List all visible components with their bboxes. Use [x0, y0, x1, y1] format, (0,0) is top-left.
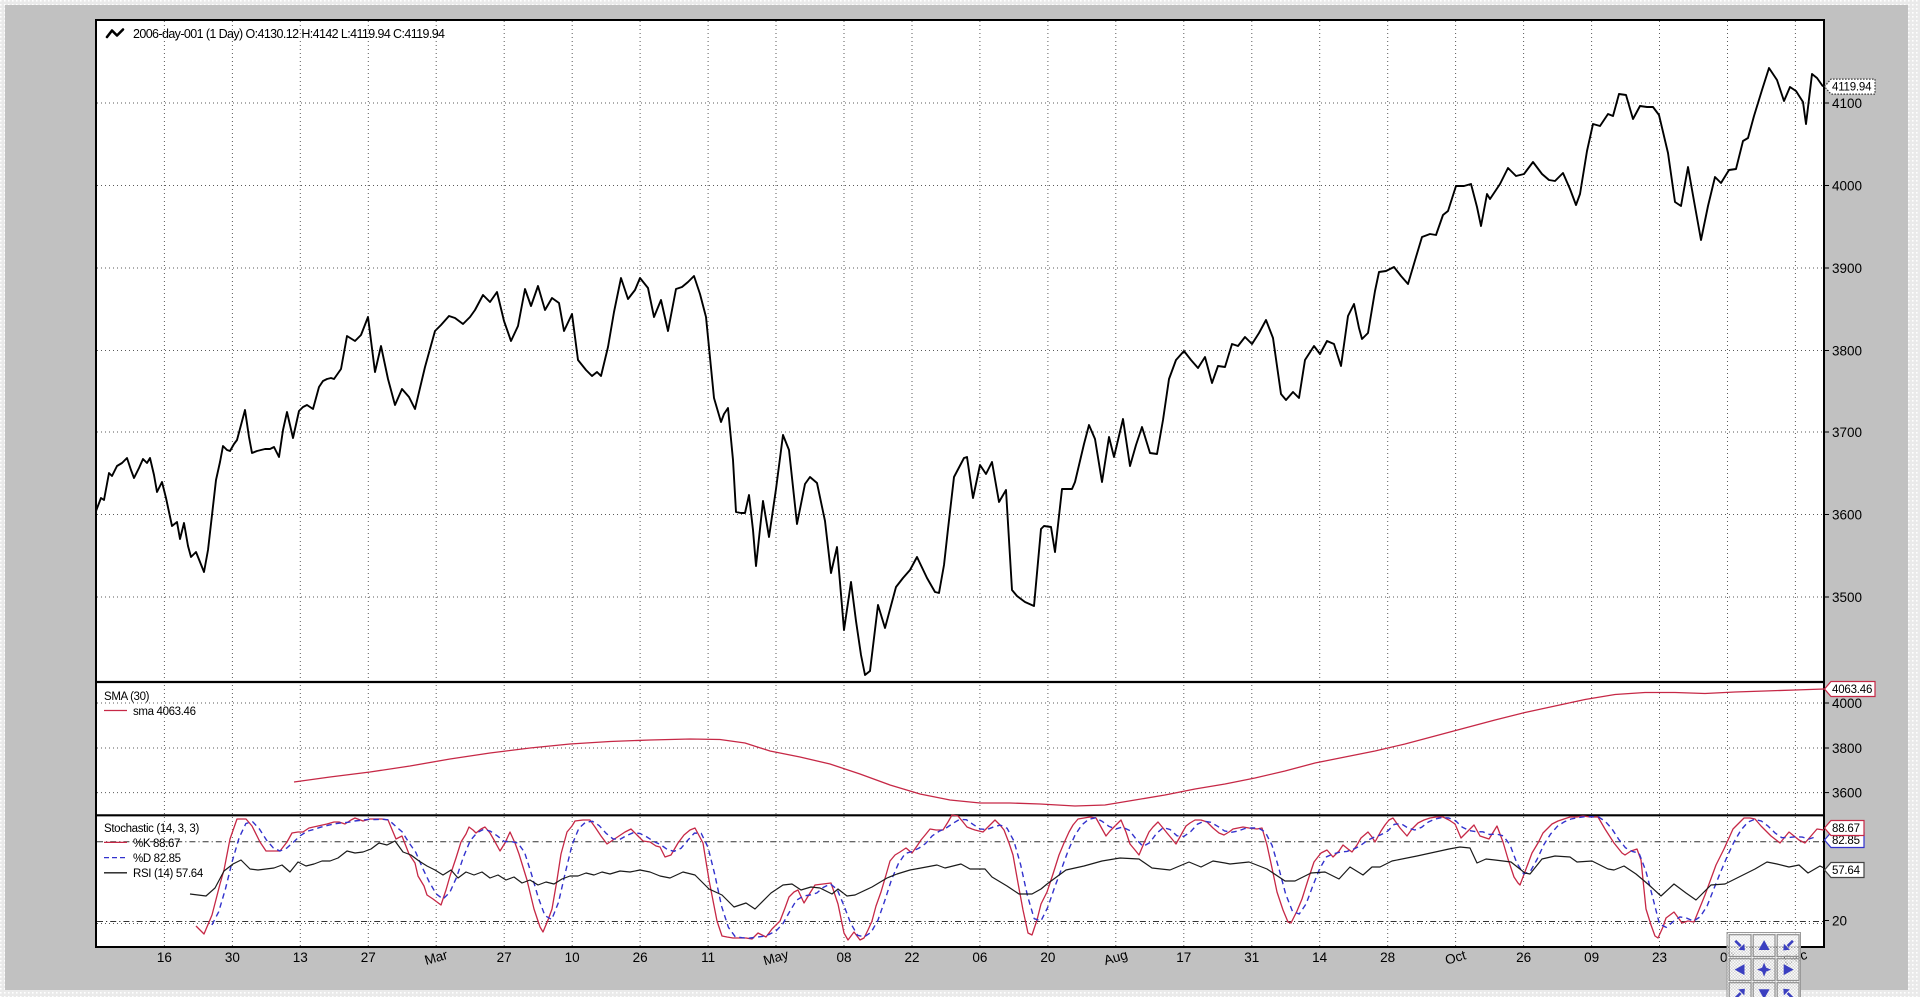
- svg-text:09: 09: [1584, 950, 1599, 965]
- svg-text:82.85: 82.85: [1832, 835, 1860, 847]
- svg-text:3800: 3800: [1832, 741, 1862, 756]
- svg-text:4000: 4000: [1832, 179, 1862, 194]
- svg-text:31: 31: [1244, 950, 1259, 965]
- svg-text:26: 26: [1516, 950, 1531, 965]
- svg-text:3700: 3700: [1832, 425, 1862, 440]
- svg-text:27: 27: [361, 950, 376, 965]
- svg-text:16: 16: [157, 950, 172, 965]
- svg-text:2006-day-001 (1 Day) O:4130.12: 2006-day-001 (1 Day) O:4130.12 H:4142 L:…: [133, 27, 445, 41]
- svg-text:4100: 4100: [1832, 96, 1862, 111]
- svg-text:28: 28: [1380, 950, 1395, 965]
- svg-text:88.67: 88.67: [1832, 823, 1860, 835]
- svg-text:sma 4063.46: sma 4063.46: [133, 706, 196, 718]
- svg-text:3600: 3600: [1832, 786, 1862, 801]
- svg-text:57.64: 57.64: [1832, 865, 1861, 877]
- svg-text:SMA (30): SMA (30): [104, 691, 150, 703]
- svg-text:3600: 3600: [1832, 508, 1862, 523]
- svg-text:26: 26: [633, 950, 648, 965]
- svg-text:17: 17: [1176, 950, 1191, 965]
- svg-text:10: 10: [565, 950, 580, 965]
- svg-text:Stochastic (14, 3, 3): Stochastic (14, 3, 3): [104, 823, 199, 835]
- svg-text:08: 08: [836, 950, 851, 965]
- svg-text:14: 14: [1312, 950, 1328, 965]
- svg-text:Aug: Aug: [1102, 947, 1129, 968]
- svg-text:4063.46: 4063.46: [1832, 684, 1872, 696]
- svg-text:%D 82.85: %D 82.85: [133, 853, 181, 865]
- svg-text:11: 11: [701, 950, 715, 965]
- svg-text:3500: 3500: [1832, 590, 1862, 605]
- svg-text:30: 30: [225, 950, 240, 965]
- svg-text:May: May: [762, 947, 791, 969]
- svg-text:RSI (14) 57.64: RSI (14) 57.64: [133, 868, 204, 880]
- svg-text:22: 22: [904, 950, 919, 965]
- svg-text:27: 27: [497, 950, 512, 965]
- svg-text:20: 20: [1040, 950, 1055, 965]
- svg-text:Oct: Oct: [1443, 947, 1468, 967]
- svg-text:20: 20: [1832, 914, 1847, 929]
- svg-text:4000: 4000: [1832, 696, 1862, 711]
- svg-text:%K 88.67: %K 88.67: [133, 838, 180, 850]
- svg-text:Mar: Mar: [423, 947, 450, 968]
- svg-text:23: 23: [1652, 950, 1667, 965]
- svg-text:3800: 3800: [1832, 344, 1862, 359]
- svg-text:06: 06: [972, 950, 987, 965]
- svg-text:13: 13: [293, 950, 308, 965]
- svg-text:3900: 3900: [1832, 261, 1862, 276]
- svg-text:4119.94: 4119.94: [1832, 82, 1872, 94]
